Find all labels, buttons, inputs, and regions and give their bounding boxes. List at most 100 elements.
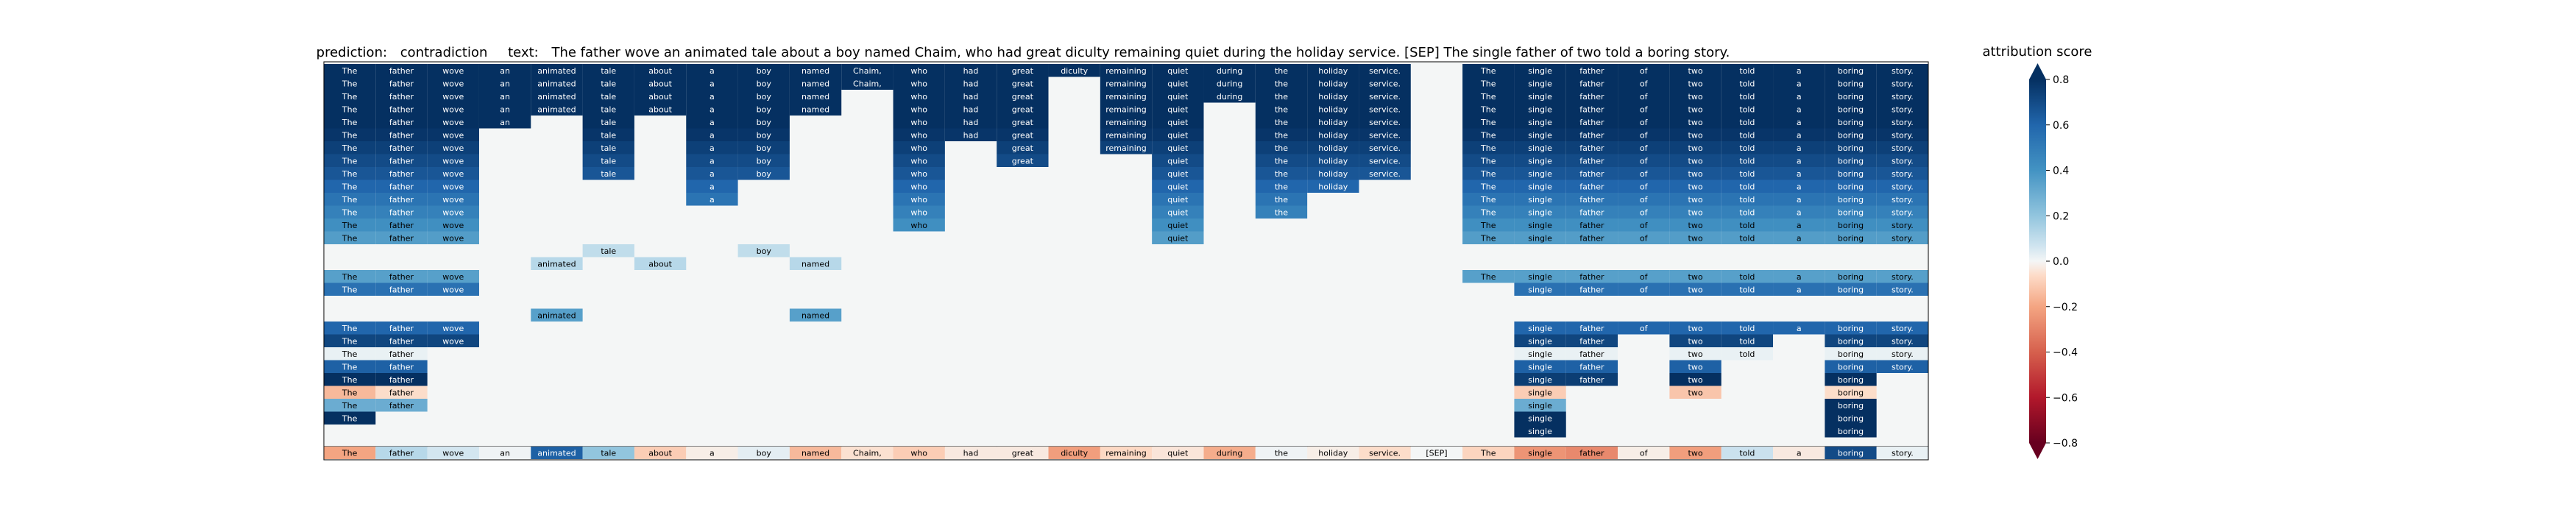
cell-token-label: a <box>710 195 715 205</box>
cell-token-label: a <box>710 92 715 102</box>
heatmap-cell <box>324 77 376 90</box>
heatmap-cell <box>1514 141 1566 154</box>
attribution-cell <box>375 447 428 459</box>
cell-token-label: single <box>1528 156 1552 166</box>
cell-token-label: holiday <box>1318 182 1348 191</box>
heatmap-cell <box>1514 360 1566 373</box>
cell-token-label: told <box>1739 272 1755 282</box>
heatmap-cell <box>427 167 479 180</box>
cell-token-label: The <box>1480 207 1496 217</box>
cell-token-label: animated <box>537 79 576 88</box>
heatmap-cell <box>1618 270 1670 283</box>
cell-token-label: who <box>910 156 927 166</box>
colorbar-tick-label: −0.6 <box>2053 392 2078 404</box>
heatmap-cell <box>1255 102 1308 116</box>
cell-token-label: single <box>1528 388 1552 397</box>
heatmap-cell <box>1669 193 1722 206</box>
cell-token-label: boy <box>757 79 772 88</box>
cell-token-label: who <box>910 130 927 140</box>
heatmap-cell <box>1514 425 1566 438</box>
cell-token-label: boring <box>1838 375 1864 385</box>
cell-token-label: single <box>1528 401 1552 411</box>
cell-token-label: wove <box>442 104 464 114</box>
heatmap-cell <box>375 283 428 296</box>
cell-token-label: had <box>963 130 979 140</box>
cell-token-label: The <box>1480 104 1496 114</box>
cell-token-label: of <box>1640 79 1649 88</box>
cell-token-label: story. <box>1892 156 1914 166</box>
heatmap-cell <box>1152 193 1204 206</box>
attribution-cell <box>686 447 738 459</box>
cell-token-label: of <box>1640 104 1649 114</box>
cell-token-label: told <box>1739 169 1755 179</box>
cell-token-label: wove <box>442 182 464 191</box>
cell-token-label: a <box>710 66 715 76</box>
cell-token-label: story. <box>1892 143 1914 153</box>
cell-token-label: quiet <box>1167 156 1189 166</box>
cell-token-label: father <box>1579 336 1604 346</box>
cell-token-label: the <box>1275 66 1288 76</box>
heatmap-cell <box>531 77 583 90</box>
attribution-cell <box>1721 447 1774 459</box>
heatmap-cell <box>1825 425 1877 438</box>
heatmap-cell <box>789 64 842 77</box>
attribution-token-label: holiday <box>1318 449 1348 458</box>
cell-token-label: diculty <box>1061 66 1088 76</box>
heatmap-cell <box>1773 270 1825 283</box>
cell-token-label: The <box>1480 182 1496 191</box>
heatmap-cell <box>375 205 428 219</box>
cell-token-label: boring <box>1838 79 1864 88</box>
heatmap-cell <box>1876 283 1928 296</box>
cell-token-label: a <box>1797 221 1802 230</box>
cell-token-label: tale <box>601 92 616 102</box>
heatmap-cell <box>324 322 376 335</box>
cell-token-label: wove <box>442 130 464 140</box>
cell-token-label: a <box>1797 79 1802 88</box>
heatmap-cell <box>1359 64 1411 77</box>
heatmap-cell <box>1618 193 1670 206</box>
heatmap-cell <box>1565 347 1618 360</box>
heatmap-cell <box>427 283 479 296</box>
heatmap-cell <box>1876 334 1928 347</box>
attribution-cell <box>1410 447 1463 459</box>
heatmap-cell <box>1514 180 1566 193</box>
heatmap-cell <box>1825 102 1877 116</box>
cell-token-label: father <box>389 182 414 191</box>
heatmap-cell <box>427 141 479 154</box>
heatmap-cell <box>1669 128 1722 141</box>
heatmap-cell <box>1773 322 1825 335</box>
heatmap-cell <box>944 116 997 129</box>
cell-token-label: father <box>1579 130 1604 140</box>
attribution-cell <box>531 447 583 459</box>
heatmap-cell <box>893 219 945 232</box>
cell-token-label: boring <box>1838 104 1864 114</box>
heatmap-cell <box>1565 283 1618 296</box>
attribution-token-label: single <box>1528 449 1552 458</box>
heatmap-cell <box>1773 231 1825 244</box>
heatmap-cell <box>1669 64 1722 77</box>
cell-token-label: an <box>500 104 510 114</box>
cell-token-label: boy <box>757 156 772 166</box>
heatmap-cell <box>1152 167 1204 180</box>
cell-token-label: holiday <box>1318 169 1348 179</box>
heatmap-cell <box>375 64 428 77</box>
cell-token-label: father <box>389 349 414 359</box>
cell-token-label: of <box>1640 130 1649 140</box>
heatmap-cell <box>1618 205 1670 219</box>
cell-token-label: The <box>1480 195 1496 205</box>
heatmap-cell <box>375 373 428 386</box>
cell-token-label: father <box>389 285 414 294</box>
heatmap-cell <box>1565 167 1618 180</box>
heatmap-cell <box>1825 231 1877 244</box>
heatmap-cell <box>1152 154 1204 167</box>
cell-token-label: an <box>500 92 510 102</box>
attribution-token-label: named <box>802 449 829 458</box>
colorbar-tick-label: 0.2 <box>2053 210 2069 222</box>
heatmap-cell <box>944 128 997 141</box>
heatmap-cell <box>375 77 428 90</box>
cell-token-label: story. <box>1892 362 1914 372</box>
cell-token-label: father <box>389 156 414 166</box>
cell-token-label: of <box>1640 324 1649 333</box>
heatmap-cell <box>478 77 531 90</box>
heatmap-cell <box>1514 283 1566 296</box>
